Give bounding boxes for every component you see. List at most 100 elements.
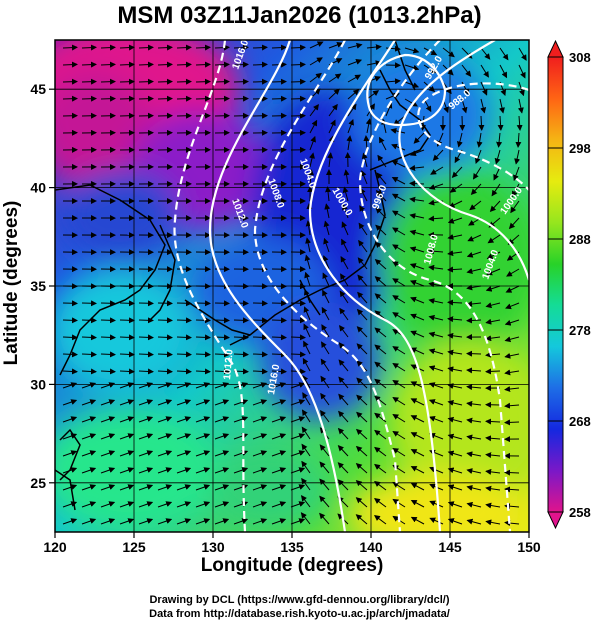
wind-arrow	[467, 234, 482, 242]
wind-arrow	[302, 357, 311, 372]
wind-arrow	[252, 78, 268, 85]
wind-arrow	[233, 351, 249, 358]
wind-arrow	[100, 78, 116, 85]
wind-arrow	[290, 382, 306, 389]
wind-arrow	[233, 78, 249, 85]
wind-arrow	[392, 346, 406, 355]
wind-arrow	[100, 44, 116, 51]
wind-arrow	[252, 501, 268, 508]
wind-arrow	[319, 512, 330, 525]
wind-arrow	[404, 98, 418, 107]
wind-arrow	[195, 518, 211, 525]
wind-arrow	[252, 484, 268, 491]
wind-arrow	[355, 480, 368, 491]
wind-arrow	[119, 44, 135, 51]
wind-arrow	[409, 213, 425, 219]
wind-arrow	[374, 463, 387, 474]
wind-arrow	[214, 61, 230, 68]
wind-arrow	[447, 217, 463, 224]
wind-arrow	[195, 399, 211, 406]
wind-arrow	[100, 368, 116, 375]
wind-arrow	[428, 248, 444, 255]
wind-arrow	[62, 368, 78, 375]
wind-arrow	[442, 47, 455, 58]
wind-arrow	[409, 164, 425, 171]
wind-arrow	[271, 368, 287, 375]
wind-streamlines	[62, 41, 527, 527]
wind-arrow	[157, 399, 173, 406]
wind-arrow	[309, 152, 315, 168]
wind-arrow	[506, 268, 520, 277]
wind-arrow	[62, 416, 78, 423]
y-tick-label: 35	[30, 278, 46, 294]
wind-arrow	[322, 272, 330, 287]
wind-arrow	[428, 382, 444, 389]
wind-arrow	[356, 326, 368, 338]
wind-arrow	[410, 449, 425, 457]
wind-arrow	[271, 334, 287, 341]
wind-arrow	[195, 382, 211, 389]
wind-arrow	[271, 518, 287, 525]
wind-arrow	[517, 98, 524, 114]
wind-arrow	[505, 302, 520, 310]
wind-arrow	[447, 316, 463, 323]
wind-arrow	[176, 78, 192, 85]
wind-arrow	[62, 44, 78, 51]
wind-arrow	[328, 88, 340, 100]
wind-arrow	[355, 497, 368, 508]
wind-arrow	[252, 450, 268, 457]
wind-arrow	[366, 90, 380, 100]
wind-arrow	[62, 78, 78, 85]
wind-arrow	[347, 118, 354, 134]
colorbar-max-triangle	[547, 39, 564, 58]
wind-arrow	[176, 416, 192, 423]
wind-arrow	[233, 433, 249, 440]
wind-arrow	[373, 515, 387, 525]
wind-arrow	[392, 397, 406, 406]
wind-arrow	[271, 416, 287, 423]
wind-arrow	[305, 220, 312, 236]
wind-arrow	[176, 484, 192, 491]
wind-arrow	[409, 149, 425, 156]
wind-arrow	[508, 217, 520, 230]
wind-arrow	[337, 462, 349, 474]
wind-arrow	[356, 394, 368, 406]
wind-arrow	[157, 433, 173, 440]
wind-arrow	[375, 189, 387, 202]
wind-arrow	[301, 460, 311, 474]
wind-arrow	[377, 154, 387, 168]
wind-arrow	[410, 313, 425, 321]
wind-arrow	[304, 271, 311, 287]
wind-arrow	[319, 444, 330, 457]
wind-arrow	[374, 327, 387, 338]
wind-arrow	[358, 239, 368, 253]
isobars	[173, 40, 529, 532]
wind-arrow	[356, 411, 368, 423]
wind-arrow	[480, 81, 488, 96]
wind-arrow	[271, 78, 287, 85]
wind-arrow	[485, 368, 501, 375]
wind-arrow	[392, 447, 406, 457]
colorbar-tick-label: 288	[569, 232, 591, 247]
wind-arrow	[138, 433, 154, 440]
wind-arrow	[100, 518, 116, 525]
wind-arrow	[100, 382, 116, 389]
wind-arrow	[341, 221, 349, 236]
y-tick-label: 25	[30, 475, 46, 491]
wind-arrow	[138, 518, 154, 525]
wind-arrow	[176, 61, 192, 68]
wind-arrow	[356, 343, 368, 355]
wind-arrow	[233, 61, 249, 68]
wind-arrow	[138, 78, 154, 85]
x-axis: 120 125 130 135 140 145 150	[43, 532, 541, 555]
wind-arrow	[456, 132, 463, 148]
wind-arrow	[355, 514, 368, 525]
wind-arrow	[392, 380, 406, 389]
wind-arrow	[346, 135, 353, 151]
wind-arrow	[428, 365, 444, 372]
wind-arrow	[447, 433, 463, 440]
wind-arrow	[303, 288, 311, 304]
wind-arrow	[347, 42, 363, 49]
wind-arrow	[392, 363, 406, 372]
wind-arrow	[374, 395, 387, 406]
